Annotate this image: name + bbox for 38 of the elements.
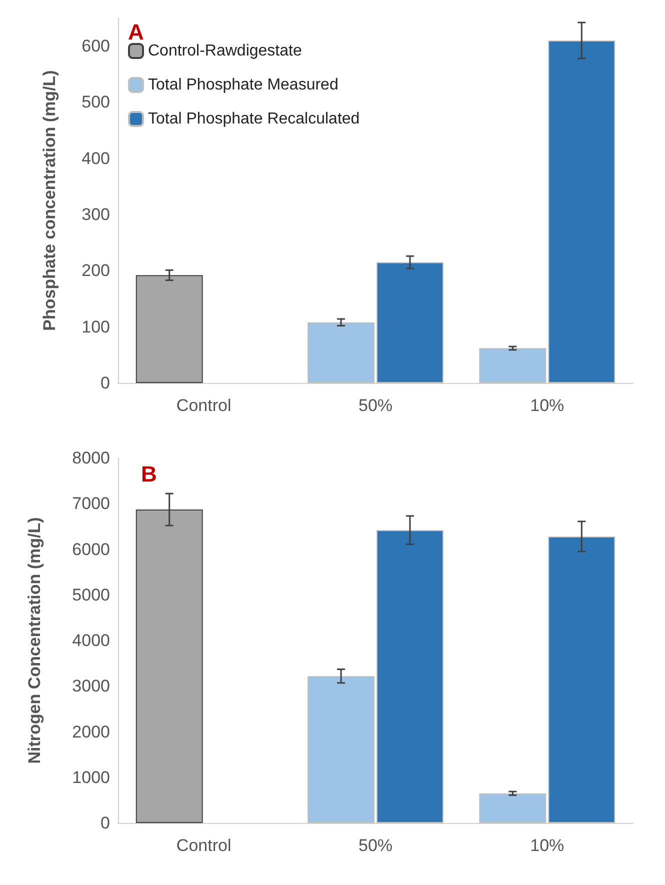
legend-label: Total Phosphate Measured bbox=[148, 76, 338, 94]
x-tick-label: 50% bbox=[358, 836, 393, 855]
legend-label: Control-Rawdigestate bbox=[148, 42, 302, 60]
x-tick-label: Control bbox=[176, 836, 232, 855]
bar bbox=[308, 322, 374, 383]
y-tick-label: 600 bbox=[82, 36, 110, 56]
x-tick-label: Control bbox=[176, 396, 232, 415]
y-axis-title: Nitrogen Concentration (mg/L) bbox=[25, 517, 44, 764]
y-tick-label: 6000 bbox=[72, 540, 110, 559]
y-axis-title: Phosphate concentration (mg/L) bbox=[40, 70, 59, 331]
y-tick-label: 7000 bbox=[72, 494, 110, 514]
y-tick-label: 100 bbox=[82, 317, 110, 336]
chart-title: B bbox=[141, 462, 157, 486]
y-tick-label: 3000 bbox=[72, 676, 110, 696]
y-tick-label: 400 bbox=[82, 148, 110, 168]
x-tick-label: 10% bbox=[530, 396, 564, 415]
chart-title: A bbox=[128, 20, 144, 44]
bar bbox=[308, 676, 374, 823]
x-tick-label: 50% bbox=[358, 396, 393, 415]
y-tick-label: 200 bbox=[82, 261, 110, 280]
bar bbox=[548, 536, 616, 823]
y-tick-label: 5000 bbox=[72, 585, 110, 604]
legend-label: Total Phosphate Recalculated bbox=[148, 110, 360, 128]
bar bbox=[136, 275, 203, 383]
y-tick-label: 8000 bbox=[72, 448, 110, 468]
bar bbox=[479, 793, 546, 823]
y-tick-label: 500 bbox=[82, 92, 110, 112]
x-tick-label: 10% bbox=[530, 836, 564, 855]
bar bbox=[376, 530, 444, 823]
y-tick-label: 2000 bbox=[72, 722, 110, 742]
y-tick-label: 300 bbox=[82, 205, 110, 224]
y-tick-label: 0 bbox=[100, 814, 110, 832]
y-tick-label: 0 bbox=[100, 374, 110, 392]
y-tick-label: 4000 bbox=[72, 631, 110, 650]
y-tick-label: 1000 bbox=[72, 768, 110, 787]
bar bbox=[479, 348, 546, 383]
bar bbox=[376, 262, 444, 383]
bar bbox=[548, 40, 616, 383]
